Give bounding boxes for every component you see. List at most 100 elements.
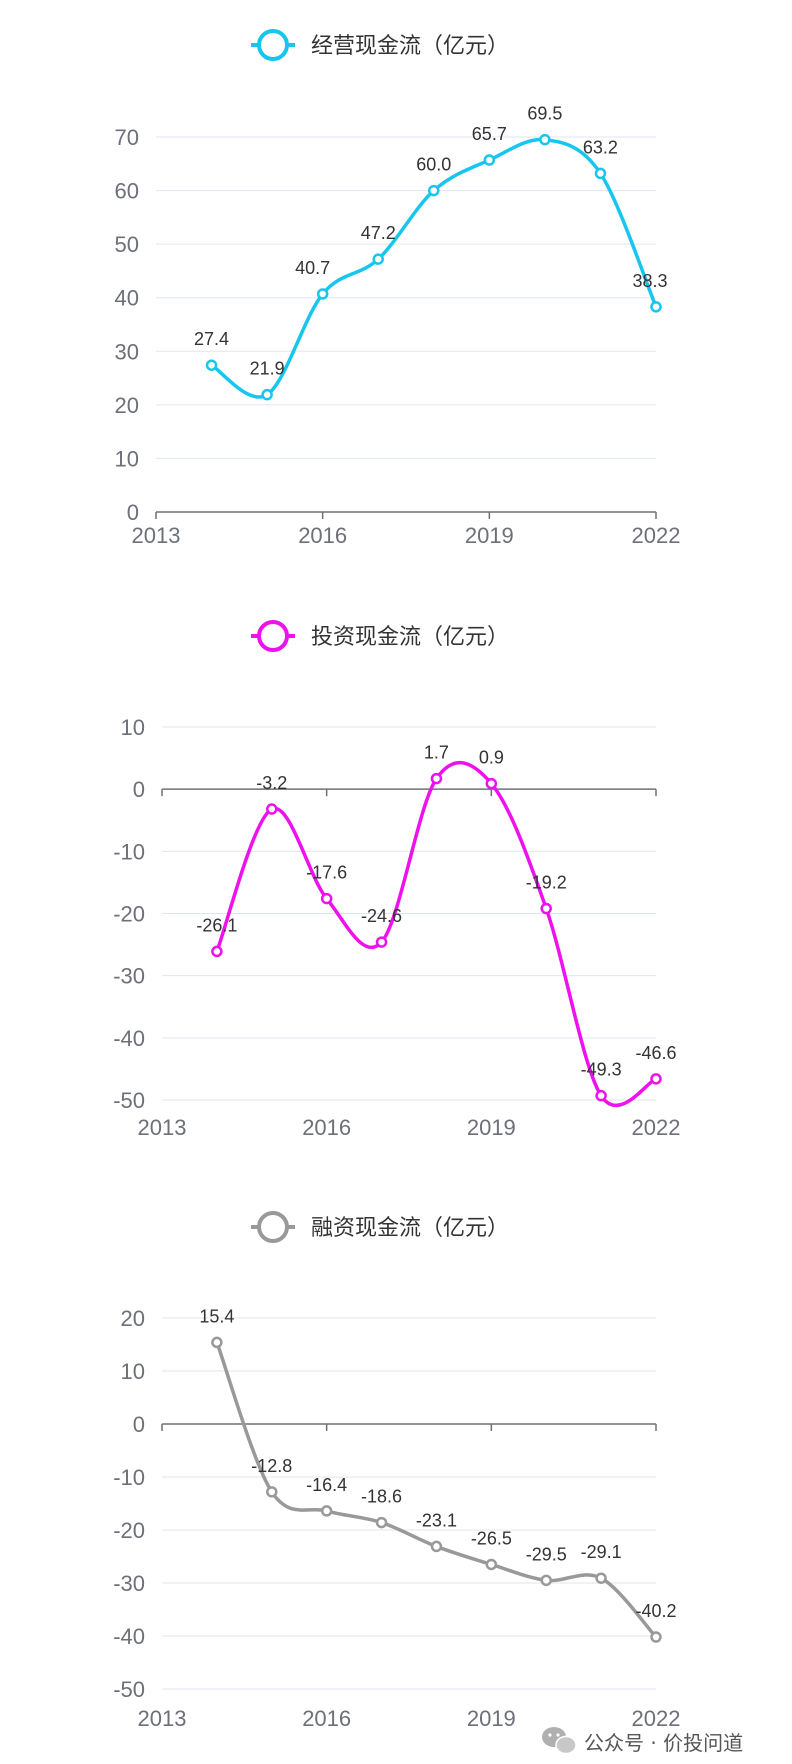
y-tick-label: 40 [115,286,139,311]
data-point [372,253,384,265]
legend-marker-icon [257,29,289,61]
operating-cashflow-chart: 经营现金流（亿元） 0 10 20 30 40 50 60 70 2013 2016 2019 2022… [115,29,681,548]
data-label: 1.7 [424,743,449,763]
data-label: -3.2 [256,773,287,793]
data-point [375,1516,388,1529]
data-label: 27.4 [194,329,229,349]
data-point [266,1486,278,1498]
data-point [594,167,607,180]
gridlines: 20 10 0 -10 -20 -30 -40 -50 [113,1306,656,1702]
data-point [540,1574,552,1587]
data-point [320,892,333,905]
x-tick-label: 2022 [632,523,681,548]
y-tick-label: 20 [115,393,139,418]
data-label: -17.6 [306,863,347,883]
series-line [215,1340,658,1639]
data-label: -49.3 [581,1060,622,1080]
x-tick-label: 2019 [467,1115,516,1140]
data-point [483,154,496,166]
x-tick-label: 2019 [467,1706,516,1731]
y-tick-label: -50 [113,1088,145,1113]
watermark-text: 公众号 · 价投问道 [584,1731,743,1755]
data-point [485,777,498,790]
gridlines: 0 10 20 30 40 50 60 70 [115,125,656,525]
data-label: -26.1 [196,915,237,935]
data-label: -12.8 [251,1456,292,1476]
x-tick-label: 2022 [632,1706,681,1731]
data-point [430,772,443,785]
legend: 投资现金流（亿元） [251,620,509,652]
gridlines: 10 0 -10 -20 -30 -40 -50 [113,715,656,1113]
data-label: -23.1 [416,1510,457,1530]
data-point [316,288,329,300]
data-label: -29.5 [526,1544,567,1564]
data-label: -40.2 [635,1601,676,1621]
series-line [215,760,658,1107]
y-tick-label: 30 [115,339,139,364]
data-label: 60.0 [416,155,451,175]
data-point [375,936,388,948]
data-point [266,803,278,815]
watermark: 公众号 · 价投问道 [542,1727,743,1755]
data-point [595,1572,607,1584]
data-point [428,184,440,197]
data-label: -16.4 [306,1475,347,1495]
x-axis: 2013 2016 2019 2022 [138,789,681,1140]
y-tick-label: -10 [113,1465,145,1490]
data-point [261,388,273,401]
data-point [539,133,551,146]
y-tick-label: 70 [115,125,139,150]
x-tick-label: 2013 [138,1115,187,1140]
data-point [211,1336,223,1349]
legend-label: 融资现金流（亿元） [311,1216,509,1241]
x-axis: 2013 2016 2019 2022 [132,512,681,548]
data-label: 21.9 [250,359,285,379]
data-point [211,945,223,958]
y-tick-label: 0 [133,777,145,802]
data-label: -46.6 [635,1043,676,1063]
legend-label: 经营现金流（亿元） [311,34,509,59]
y-tick-label: -30 [113,964,145,989]
x-tick-label: 2022 [632,1115,681,1140]
data-label: 38.3 [632,271,667,291]
x-tick-label: 2019 [465,523,514,548]
data-label: 40.7 [295,258,330,278]
wechat-icon [542,1727,577,1755]
x-tick-label: 2013 [132,523,181,548]
data-point [485,1558,498,1571]
data-point [205,359,218,371]
y-tick-label: -20 [113,902,145,927]
y-tick-label: 10 [121,715,145,740]
data-label: -26.5 [471,1528,512,1548]
data-label: 63.2 [583,137,618,157]
data-label: 47.2 [361,223,396,243]
x-tick-label: 2016 [302,1115,351,1140]
data-label: -24.6 [361,906,402,926]
data-point [320,1505,333,1517]
y-tick-label: -30 [113,1571,145,1596]
data-label: 15.4 [199,1306,234,1326]
data-label: 65.7 [472,124,507,144]
y-tick-label: 50 [115,232,139,257]
y-tick-label: 0 [127,500,139,525]
data-label: -18.6 [361,1487,402,1507]
data-point [650,1631,662,1643]
y-tick-label: 10 [121,1359,145,1384]
x-axis: 2013 2016 2019 2022 [138,1424,681,1731]
x-tick-label: 2016 [302,1706,351,1731]
legend-marker-icon [257,620,289,652]
legend-marker-icon [257,1211,289,1243]
data-point [650,301,662,313]
y-tick-label: 20 [121,1306,145,1331]
x-tick-label: 2013 [138,1706,187,1731]
y-tick-label: -20 [113,1518,145,1543]
y-tick-label: -40 [113,1624,145,1649]
data-point [540,902,552,915]
legend-label: 投资现金流（亿元） [311,625,509,650]
data-label: 0.9 [479,748,504,768]
y-tick-label: -10 [113,839,145,864]
legend: 融资现金流（亿元） [251,1211,509,1243]
